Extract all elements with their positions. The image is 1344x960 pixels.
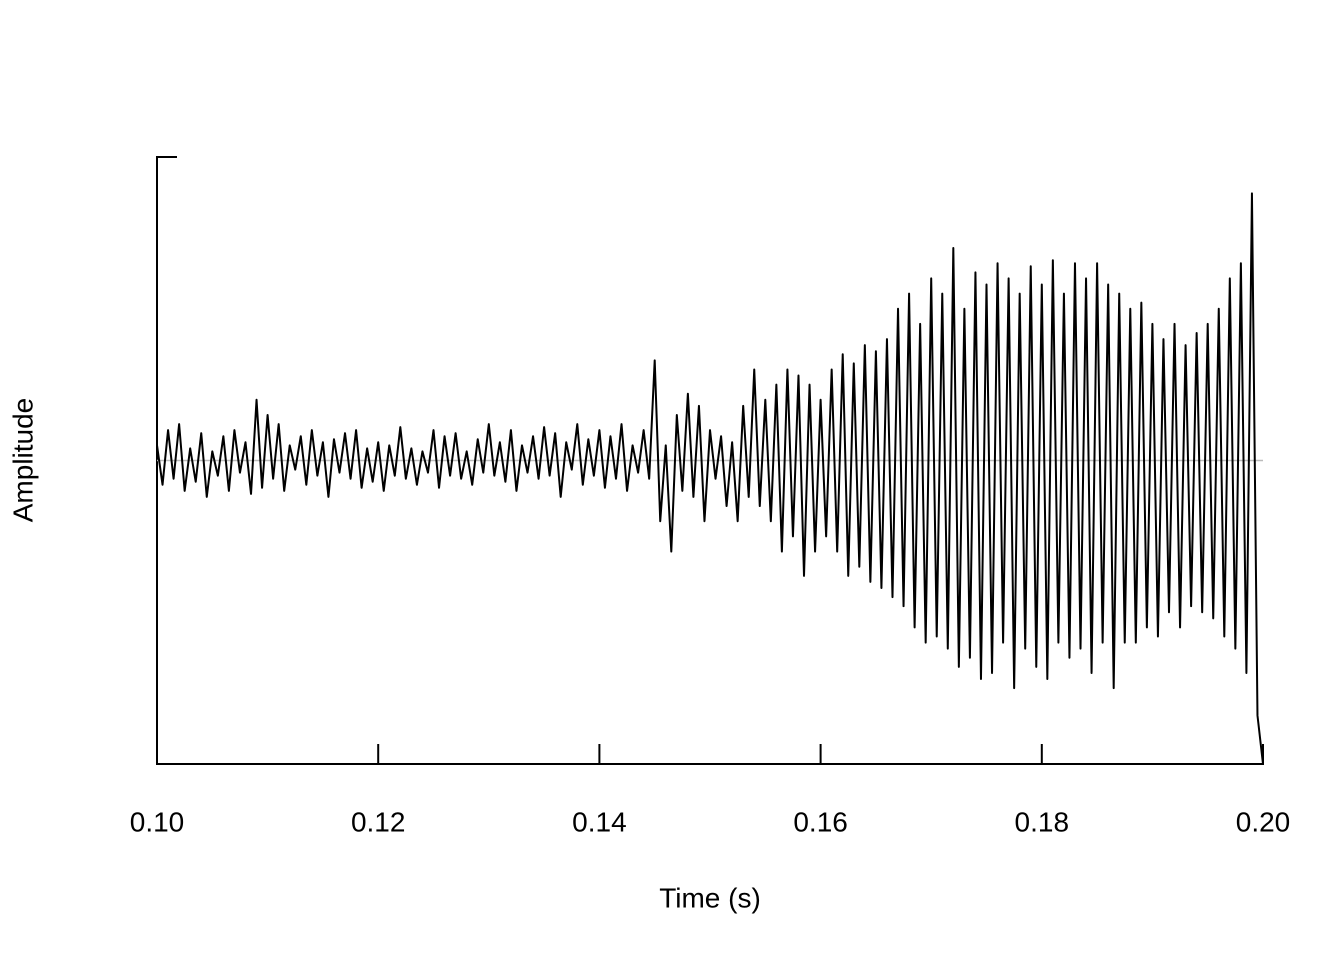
x-axis-title: Time (s) [659, 882, 761, 913]
x-tick-label: 0.20 [1236, 806, 1291, 837]
x-tick-label: 0.18 [1015, 806, 1070, 837]
x-tick-label: 0.14 [572, 806, 627, 837]
waveform [156, 192, 1264, 765]
x-tick-label: 0.10 [130, 806, 185, 837]
x-tick-label: 0.12 [351, 806, 406, 837]
y-axis-title: Amplitude [7, 398, 38, 523]
x-tick-label: 0.16 [793, 806, 848, 837]
